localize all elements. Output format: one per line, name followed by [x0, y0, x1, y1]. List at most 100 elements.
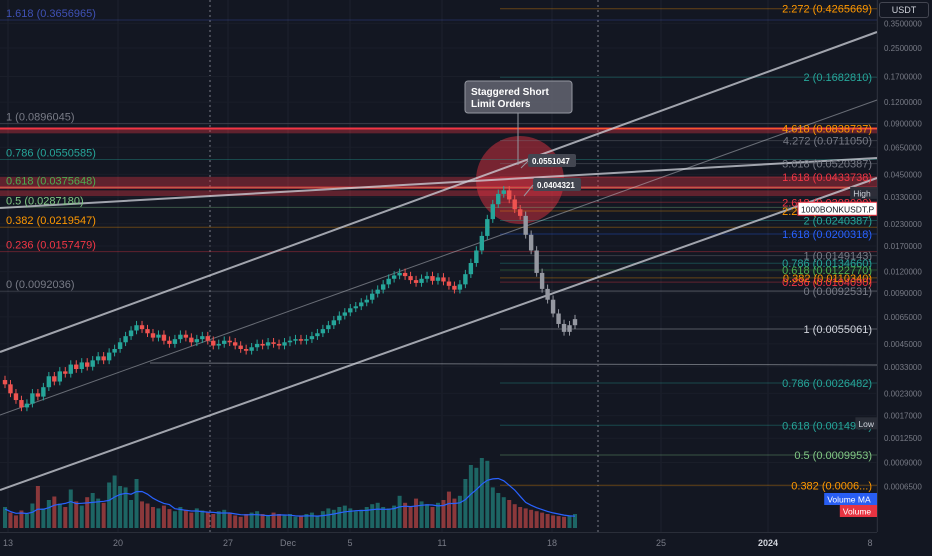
volume-bar [430, 507, 435, 528]
candle-body [90, 360, 95, 367]
candle-body [30, 393, 35, 404]
price-axis[interactable]: 0.3500000 0.2500000 0.1700000 0.1200000 0.09… [877, 0, 932, 532]
price-tick-label: 0.0012500 [884, 434, 922, 443]
fib-label-right: 0.786 (0.0026482) [782, 378, 872, 390]
price-tick-label: 0.0650000 [884, 143, 922, 152]
fib-label-left: 0.236 (0.0157479) [6, 240, 96, 252]
fib-label-right: 0.618 (0.0122770) [782, 265, 872, 277]
candle-body [293, 339, 298, 341]
price-tick-label: 0.3500000 [884, 19, 922, 28]
volume-bar [545, 514, 550, 528]
time-tick-label: 20 [113, 538, 123, 548]
volume-bar [512, 504, 517, 528]
candle-body [331, 320, 337, 326]
candles [2, 186, 578, 412]
candle-body [167, 340, 172, 344]
volume-bar [304, 514, 309, 528]
volume-bar [556, 516, 561, 528]
volume-bar [52, 496, 57, 528]
price-tick-label: 0.0033000 [884, 363, 922, 372]
candle-body [528, 234, 534, 251]
candle-body [106, 352, 112, 361]
candle-body [178, 334, 183, 340]
fib-label-left: 0 (0.0092036) [6, 279, 75, 291]
volume-bar [118, 486, 123, 528]
fib-label-right: 0.382 (0.0006...) [791, 480, 872, 492]
volume-bar [68, 489, 73, 528]
badge-label: Volume MA [827, 495, 871, 505]
volume-bar [19, 510, 24, 528]
volume-bar [107, 482, 112, 528]
candle-body [364, 299, 369, 303]
volume-bar [150, 507, 155, 528]
candle-body [545, 288, 550, 300]
candle-body [139, 325, 145, 330]
volume-bar [320, 511, 325, 528]
fib-label-left: 1 (0.0896045) [6, 112, 75, 124]
candle-body [485, 219, 490, 236]
candle-body [348, 308, 353, 313]
candle-body [189, 337, 194, 343]
volume-bar [282, 515, 287, 528]
candle-body [2, 380, 8, 385]
volume-bar [3, 507, 7, 528]
volume-bar [518, 507, 523, 528]
candle-body [534, 250, 539, 273]
candle-body [52, 376, 57, 382]
candle-body [79, 362, 84, 370]
time-tick-label: 18 [547, 538, 557, 548]
candle-body [452, 285, 457, 290]
candle-body [172, 339, 178, 344]
fib-label-right: 0 (0.0092531) [804, 286, 873, 298]
volume-bar [271, 512, 276, 528]
volume-bar [359, 509, 364, 528]
fib-label-right: 0.236 (0.0104090) [782, 277, 872, 289]
candle-body [145, 329, 150, 334]
candle-body [161, 334, 167, 341]
volume-bar [227, 512, 232, 528]
volume-bar [348, 508, 353, 528]
volume-bar [534, 511, 539, 528]
resistance-zone [0, 128, 877, 134]
candle-body [85, 362, 90, 367]
candle-body [57, 371, 63, 382]
volume-bar [46, 500, 51, 528]
candle-body [24, 403, 30, 408]
price-tick-label: 0.1200000 [884, 98, 922, 107]
candle-body [479, 235, 485, 251]
volume-bar [414, 498, 419, 528]
volume-bar [13, 515, 18, 528]
candle-body [413, 280, 419, 283]
candle-body [539, 272, 545, 289]
time-axis[interactable]: 13 20 27 Dec 5 11 18 25 2024 8 [0, 532, 877, 551]
candle-body [19, 400, 24, 408]
candle-body [282, 342, 287, 346]
candle-body [95, 356, 101, 361]
volume-bar [156, 508, 161, 528]
candle-body [501, 190, 506, 194]
candle-body [216, 343, 221, 346]
volume-bar [244, 514, 249, 528]
badge-label: Volume [843, 507, 872, 517]
price-tick-label: 0.0330000 [884, 193, 922, 202]
currency-selector[interactable]: USDT [879, 2, 929, 18]
candle-body [496, 193, 501, 205]
candle-body [342, 312, 348, 316]
volume-bar [479, 458, 484, 528]
volume-bar [309, 512, 314, 528]
volume-bar [266, 515, 271, 528]
candle-body [572, 319, 578, 326]
candle-body [35, 393, 41, 397]
volume-bar [189, 512, 194, 528]
price-tick-label: 0.0230000 [884, 220, 922, 229]
time-tick-label: 25 [656, 538, 666, 548]
volume-bar [194, 508, 199, 528]
order-label-box [533, 178, 581, 191]
candle-body [353, 306, 358, 309]
price-tick-label: 0.0045000 [884, 340, 922, 349]
volume-bar [260, 514, 265, 528]
candle-body [490, 204, 495, 220]
